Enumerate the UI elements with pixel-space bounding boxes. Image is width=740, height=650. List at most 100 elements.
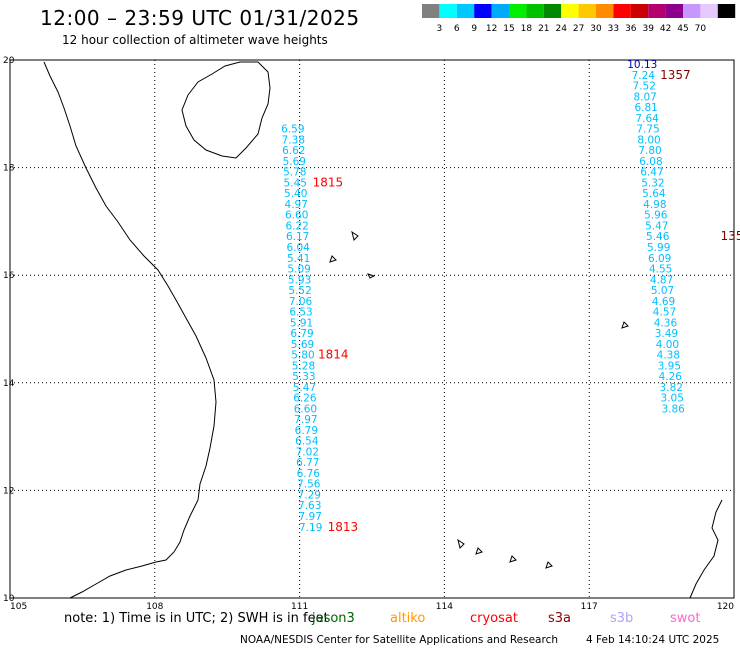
wave-height-value: 6.81 [634,102,657,114]
legend-label: 39 [642,24,654,34]
wave-height-value: 3.82 [660,382,683,394]
legend-swatch [439,4,457,18]
generated-timestamp: 4 Feb 14:10:24 UTC 2025 [586,634,720,646]
wave-height-value: 4.69 [652,296,675,308]
legend-swatch [665,4,683,18]
wave-height-value: 5.28 [292,360,315,372]
satellite-jason3: jason3 [312,611,355,626]
legend-swatch [491,4,509,18]
lat-label: 10 [3,594,15,604]
wave-height-value: 7.02 [296,446,319,458]
wave-height-value: 5.91 [290,317,313,329]
legend-label: 42 [660,24,671,34]
wave-height-value: 4.97 [285,199,308,211]
wave-height-value: 7.80 [638,145,661,157]
pass-number-label: 1357 [660,68,691,82]
wave-height-value: 6.53 [289,307,312,319]
wave-height-value: 5.45 [284,177,307,189]
wave-height-value: 7.29 [298,489,321,501]
wave-height-value: 5.33 [292,371,315,383]
lon-label: 105 [10,602,27,610]
pass-number-label: 1814 [318,348,349,362]
legend-swatch [526,4,544,18]
paracel-island [367,273,376,279]
wave-height-value: 6.60 [285,210,308,222]
lat-label: 20 [3,56,15,66]
wave-height-value: 4.38 [657,350,680,362]
wave-height-value: 5.41 [287,253,310,265]
wave-height-value: 3.49 [655,328,678,340]
legend-swatch [717,4,736,18]
legend-label: 21 [538,24,549,34]
wave-height-value: 6.59 [281,124,304,136]
reef-island [621,321,629,329]
lat-label: 18 [3,164,15,174]
vietnam-coastline [43,61,217,599]
credit-line: NOAA/NESDIS Center for Satellite Applica… [240,634,558,646]
wave-height-value: 6.62 [282,145,305,157]
legend-label: 30 [590,24,602,34]
legend-swatch [613,4,631,18]
wave-height-value: 6.47 [640,167,663,179]
legend-swatch [596,4,614,18]
legend-swatch [648,4,666,18]
lon-label: 114 [436,602,453,610]
legend-label: 45 [677,24,688,34]
spratly-island [475,547,483,555]
spratly-island [457,538,465,549]
wave-height-value: 5.09 [287,264,310,276]
wave-height-value: 7.19 [299,522,322,534]
legend-label: 18 [521,24,533,34]
wave-height-value: 5.69 [283,156,306,168]
wave-height-value: 6.26 [293,393,317,405]
legend-swatch [456,4,475,18]
wave-height-value: 5.07 [651,285,674,297]
legend-label: 3 [437,24,443,34]
wave-height-value: 5.40 [284,188,307,200]
wave-height-value: 7.97 [294,414,317,426]
wave-height-value: 6.77 [296,457,319,469]
wave-height-value: 3.05 [661,393,684,405]
paracel-island [351,230,359,241]
wave-height-value: 7.63 [298,500,321,512]
lat-label: 14 [3,379,15,389]
satellite-cryosat: cryosat [470,611,518,626]
wave-height-value: 7.52 [633,81,656,93]
legend-swatch [683,4,701,18]
wave-height-value: 8.07 [633,91,656,103]
coastline [43,61,723,599]
wave-height-value: 4.98 [643,199,666,211]
lon-label: 120 [717,602,734,610]
wave-height-value: 7.38 [282,134,305,146]
hainan-coastline [181,61,271,159]
wave-height-map: 6.597.386.625.695.785.455.404.976.606.22… [3,56,740,610]
wave-height-value: 5.47 [645,220,668,232]
wave-height-value: 5.93 [288,274,311,286]
wave-height-value: 7.24 [632,70,656,82]
wave-height-value: 5.99 [647,242,670,254]
map-title: 12:00 – 23:59 UTC 01/31/2025 [40,6,360,30]
philippines-coastline [689,499,723,599]
satellite-s3b: s3b [610,611,634,626]
legend-swatch [509,4,527,18]
wave-height-value: 6.17 [286,231,309,243]
lon-label: 117 [581,602,598,610]
lon-label: 108 [146,602,163,610]
legend-swatch [561,4,579,18]
pass-number-label: 1356 [720,229,740,243]
satellite-s3a: s3a [548,611,572,626]
legend-label: 70 [695,24,707,34]
wave-height-value: 10.13 [627,59,657,71]
legend-swatch [543,4,562,18]
pass-labels: 1815 1814 1813 1357 1356 [313,68,740,534]
map-subtitle: 12 hour collection of altimeter wave hei… [62,33,328,47]
wave-height-value: 6.54 [295,436,319,448]
legend-label: 27 [573,24,584,34]
legend-label: 15 [503,24,514,34]
wave-height-value: 4.00 [656,339,679,351]
wave-height-value: 5.32 [641,177,664,189]
legend-swatch [474,4,492,18]
altimeter-tracks: 6.597.386.625.695.785.455.404.976.606.22… [281,59,685,534]
map-frame [9,59,735,599]
legend-label: 12 [486,24,497,34]
